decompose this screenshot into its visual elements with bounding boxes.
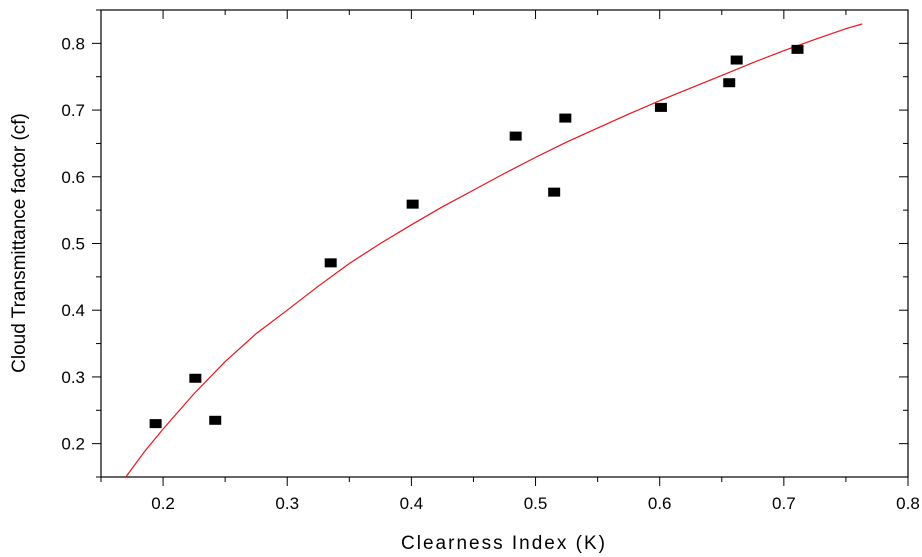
fit-curve <box>125 23 863 478</box>
y-axis: 0.2 0.3 0.4 0.5 0.6 0.7 0.8 <box>61 9 908 478</box>
y-tick-label: 0.5 <box>61 235 85 254</box>
data-point <box>730 55 743 65</box>
x-tick-label: 0.7 <box>772 494 796 513</box>
y-axis-title: Cloud Transmittance factor (cf) <box>9 113 30 373</box>
fit-curve-layer <box>125 23 863 478</box>
data-point <box>509 131 522 141</box>
data-point <box>189 373 202 383</box>
data-points-layer <box>149 44 804 429</box>
data-point <box>149 419 162 429</box>
y-tick-label: 0.7 <box>61 101 85 120</box>
y-tick-label: 0.3 <box>61 368 85 387</box>
data-point <box>406 199 419 209</box>
plot-frame <box>100 9 909 478</box>
x-tick-label: 0.8 <box>896 494 920 513</box>
data-point <box>654 102 667 112</box>
x-tick-label: 0.4 <box>400 494 424 513</box>
data-point <box>559 113 572 123</box>
x-axis-title: Clearness Index (K) <box>401 533 607 554</box>
x-tick-label: 0.3 <box>275 494 299 513</box>
x-tick-label: 0.6 <box>648 494 672 513</box>
y-tick-label: 0.2 <box>61 435 85 454</box>
y-tick-label: 0.4 <box>61 301 85 320</box>
data-point <box>324 258 337 268</box>
y-tick-label: 0.6 <box>61 168 85 187</box>
x-tick-label: 0.5 <box>524 494 548 513</box>
data-point <box>723 78 736 88</box>
data-point <box>791 44 804 54</box>
data-point <box>209 415 222 425</box>
data-point <box>548 187 561 197</box>
y-tick-label: 0.8 <box>61 34 85 53</box>
x-tick-label: 0.2 <box>151 494 175 513</box>
x-axis: 0.2 0.3 0.4 0.5 0.6 0.7 0.8 <box>100 10 920 513</box>
